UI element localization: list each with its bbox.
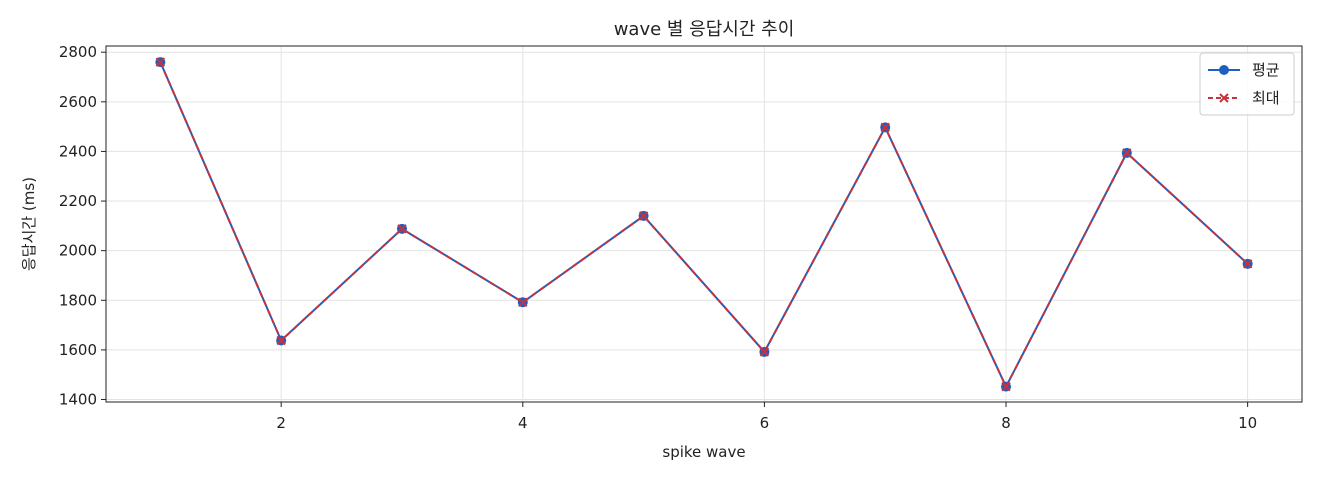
data-point [155, 57, 166, 67]
legend-box [1199, 52, 1295, 116]
legend-marker [1219, 93, 1229, 103]
data-point [759, 347, 770, 357]
x-tick-label: 2 [276, 414, 286, 432]
legend-label: 평균 [1252, 61, 1280, 79]
y-tick-label: 2000 [59, 242, 97, 260]
data-point [638, 211, 649, 221]
x-tick-label: 4 [518, 414, 528, 432]
x-tick-label: 6 [760, 414, 770, 432]
y-tick-label: 1600 [59, 341, 97, 359]
data-point [1001, 381, 1011, 392]
x-tick-label: 8 [1001, 414, 1011, 432]
y-tick-label: 2600 [59, 93, 97, 111]
grid-lines [106, 46, 1302, 402]
y-tick-label: 1400 [59, 391, 97, 409]
y-tick-label: 2200 [59, 192, 97, 210]
legend-item: 최대 [1208, 89, 1280, 107]
legend-item: 평균 [1208, 61, 1280, 79]
x-axis-ticks: 2 4 6 8 10 [276, 402, 1257, 432]
x-axis-label: spike wave [662, 443, 745, 461]
series-max [155, 57, 1253, 392]
x-tick-label: 10 [1238, 414, 1257, 432]
series-avg [155, 57, 1253, 392]
data-point [1122, 148, 1132, 158]
data-point [880, 122, 890, 133]
data-point [276, 335, 286, 346]
legend-label: 최대 [1252, 89, 1280, 107]
series-line [159, 61, 1249, 389]
series-layer [155, 57, 1253, 392]
series-line [159, 61, 1249, 389]
plot-frame [105, 45, 1303, 403]
legend-marker [1219, 65, 1229, 75]
y-axis-ticks: 1400 1600 1800 2000 2200 2400 2600 2800 [59, 43, 106, 409]
data-point [1242, 259, 1253, 269]
y-tick-label: 1800 [59, 291, 97, 309]
y-tick-label: 2800 [59, 43, 97, 61]
data-point [518, 297, 528, 307]
y-axis-label: 응답시간 (ms) [20, 177, 38, 271]
y-tick-label: 2400 [59, 142, 97, 160]
data-point [397, 224, 407, 234]
chart-title: wave 별 응답시간 추이 [614, 19, 795, 40]
